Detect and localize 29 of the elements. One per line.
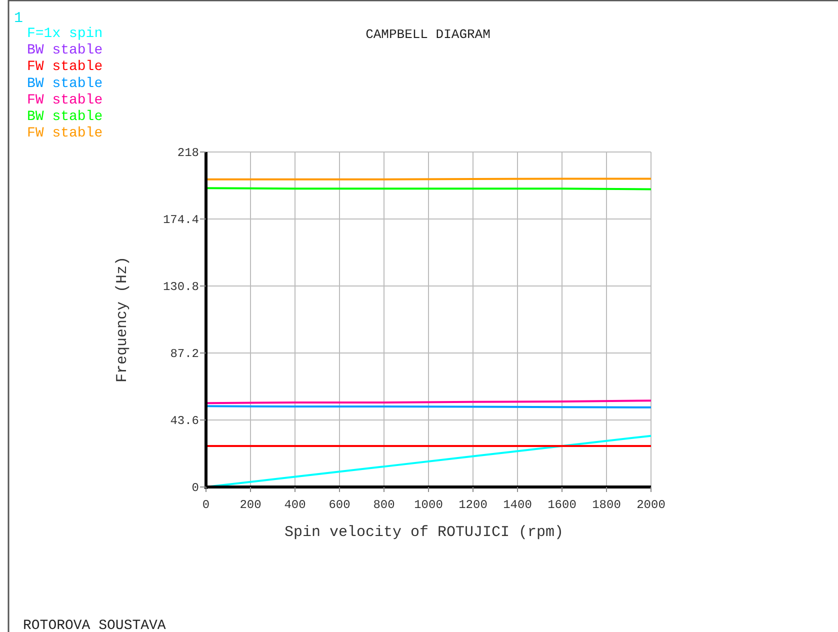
y-tick-label: 43.6 (170, 414, 199, 428)
text: FW stable (27, 92, 103, 108)
x-tick-label: 1400 (503, 498, 532, 512)
x-tick-label: 600 (328, 498, 350, 512)
y-tick-label: 174.4 (162, 213, 199, 227)
y-tick-label: 87.2 (170, 347, 199, 361)
x-tick-label: 800 (373, 498, 395, 512)
text: ROTOROVA SOUSTAVA (23, 618, 166, 632)
legend-label: BW stable (27, 42, 103, 59)
y-tick-label: 218 (177, 146, 199, 160)
x-tick-label: 1600 (548, 498, 576, 512)
text: F=1x spin (27, 26, 103, 42)
x-tick-label: 0 (202, 498, 210, 512)
text: BW stable (27, 76, 103, 92)
x-tick-label: 1800 (592, 498, 621, 512)
x-tick-label: 200 (240, 498, 262, 512)
x-tick-label: 2000 (636, 498, 666, 512)
x-tick-label: 1200 (458, 498, 488, 512)
y-axis-title: Frequency (Hz) (114, 256, 131, 383)
x-tick-label: 400 (284, 498, 306, 512)
x-tick-label: 1000 (414, 498, 443, 512)
y-tick-label: 0 (192, 481, 199, 495)
text: 1 (14, 10, 24, 27)
text: BW stable (27, 109, 103, 125)
text: FW stable (27, 126, 103, 142)
y-tick-label: 130.8 (162, 280, 199, 294)
chart-title: CAMPBELL DIAGRAM (366, 27, 490, 42)
x-axis-title: Spin velocity of ROTUJICI (rpm) (284, 524, 564, 541)
text: FW stable (27, 59, 103, 76)
